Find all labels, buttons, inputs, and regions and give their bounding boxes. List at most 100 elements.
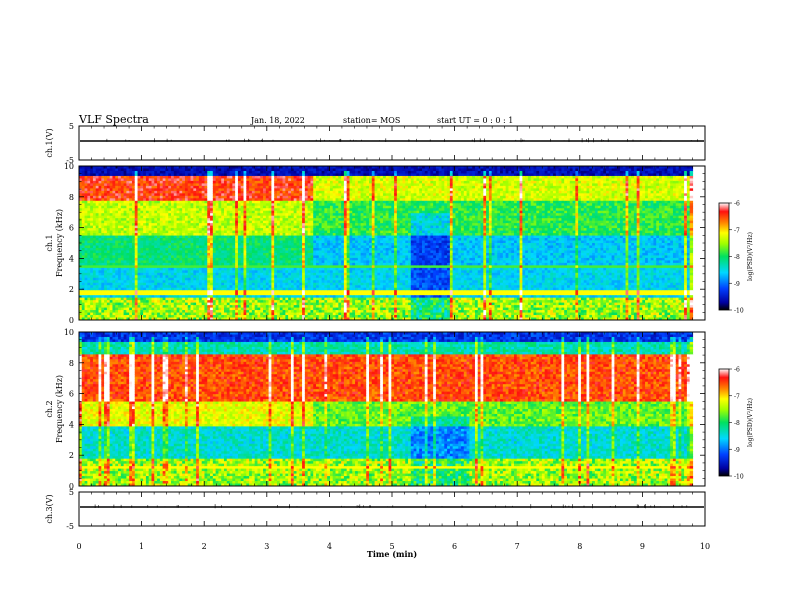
spectrogram-cell xyxy=(204,235,208,239)
spectrogram-cell xyxy=(115,305,119,309)
spectrogram-cell xyxy=(207,195,211,199)
spectrogram-cell xyxy=(90,245,94,249)
spectrogram-cell xyxy=(140,218,144,222)
spectrogram-cell xyxy=(151,220,155,224)
spectrogram-cell xyxy=(137,220,141,224)
spectrogram-cell xyxy=(193,188,197,192)
spectrogram-cell xyxy=(92,292,97,296)
spectrogram-cell xyxy=(184,180,189,184)
spectrogram-cell xyxy=(143,198,147,202)
spectrogram-cell xyxy=(184,195,189,199)
spectrogram-cell xyxy=(151,270,155,274)
spectrogram-cell xyxy=(196,252,200,257)
spectrogram-cell xyxy=(92,312,97,316)
spectrogram-cell xyxy=(129,310,133,314)
spectrogram-cell xyxy=(176,168,180,172)
spectrogram-cell xyxy=(90,170,94,175)
spectrogram-cell xyxy=(187,287,192,291)
spectrogram-cell xyxy=(106,205,111,209)
spectrogram-cell xyxy=(98,180,102,184)
spectrogram-cell xyxy=(137,250,141,254)
spectrogram-cell xyxy=(104,257,108,261)
spectrogram-cell xyxy=(118,205,122,209)
spectrogram-cell xyxy=(87,310,91,314)
spectrogram-cell xyxy=(162,210,167,214)
spectrogram-cell xyxy=(159,170,164,175)
spectrogram-cell xyxy=(101,185,105,189)
spectrogram-cell xyxy=(84,218,88,222)
spectrogram-cell xyxy=(207,245,211,249)
spectrogram-cell xyxy=(151,228,155,232)
spectrogram-cell xyxy=(115,200,119,204)
spectrogram-cell xyxy=(171,280,175,284)
spectrogram-cell xyxy=(193,205,197,209)
spectrogram-cell xyxy=(151,290,155,294)
spectrogram-cell xyxy=(184,225,189,229)
spectrogram-cell xyxy=(104,205,108,209)
spectrogram-cell xyxy=(115,210,119,214)
spectrogram-cell xyxy=(101,220,105,224)
spectrogram-cell xyxy=(182,210,186,214)
spectrogram-cell xyxy=(157,195,161,199)
spectrogram-cell xyxy=(148,310,153,314)
spectrogram-cell xyxy=(165,290,169,294)
spectrogram-cell xyxy=(112,220,116,224)
spectrogram-cell xyxy=(187,215,192,219)
spectrogram-cell xyxy=(95,302,100,306)
spectrogram-cell xyxy=(120,300,125,304)
spectrogram-cell xyxy=(190,183,194,187)
spectrogram-cell xyxy=(171,215,175,219)
spectrogram-cell xyxy=(187,173,192,177)
spectrogram-cell xyxy=(168,205,172,209)
spectrogram-cell xyxy=(95,185,100,189)
spectrogram-cell xyxy=(95,312,100,316)
spectrogram-cell xyxy=(168,317,172,320)
spectrogram-cell xyxy=(109,175,114,180)
spectrogram-cell xyxy=(92,272,97,276)
spectrogram-cell xyxy=(168,312,172,316)
spectrogram-cell xyxy=(204,315,208,319)
spectrogram-cell xyxy=(90,290,94,294)
spectrogram-cell xyxy=(98,295,102,299)
spectrogram-cell xyxy=(179,208,183,212)
spectrogram-cell xyxy=(162,178,167,182)
spectrogram-cell xyxy=(123,270,128,274)
spectrogram-cell xyxy=(143,233,147,237)
spectrogram-cell xyxy=(109,310,114,314)
spectrogram-cell xyxy=(112,267,116,271)
spectrogram-cell xyxy=(210,166,214,170)
spectrogram-cell xyxy=(212,267,217,271)
spectrogram-cell xyxy=(179,230,183,234)
spectrogram-cell xyxy=(123,195,128,199)
spectrogram-cell xyxy=(123,312,128,316)
spectrogram-cell xyxy=(90,292,94,296)
spectrogram-cell xyxy=(148,190,153,194)
spectrogram-cell xyxy=(154,230,158,234)
spectrogram-cell xyxy=(84,292,88,296)
spectrogram-cell xyxy=(129,200,133,204)
spectrogram-cell xyxy=(129,292,133,296)
spectrogram-cell xyxy=(184,245,189,249)
spectrogram-cell xyxy=(159,307,164,311)
spectrogram-cell xyxy=(157,290,161,294)
spectrogram-cell xyxy=(104,210,108,214)
spectrogram-cell xyxy=(126,188,130,192)
spectrogram-cell xyxy=(131,213,136,217)
spectrogram-cell xyxy=(204,178,208,182)
spectrogram-cell xyxy=(151,173,155,177)
spectrogram-cell xyxy=(173,285,178,289)
spectrogram-cell xyxy=(162,257,167,261)
spectrogram-cell xyxy=(87,265,91,269)
spectrogram-cell xyxy=(98,215,102,219)
spectrogram-cell xyxy=(154,245,158,249)
spectrogram-cell xyxy=(106,203,111,207)
spectrogram-cell xyxy=(106,228,111,232)
spectrogram-cell xyxy=(95,252,100,257)
spectrogram-cell xyxy=(198,312,203,316)
spectrogram-cell xyxy=(106,260,111,264)
spectrogram-cell xyxy=(184,255,189,259)
spectrogram-cell xyxy=(120,200,125,204)
spectrogram-cell xyxy=(134,267,139,271)
spectrogram-cell xyxy=(90,180,94,184)
spectrogram-cell xyxy=(109,315,114,319)
